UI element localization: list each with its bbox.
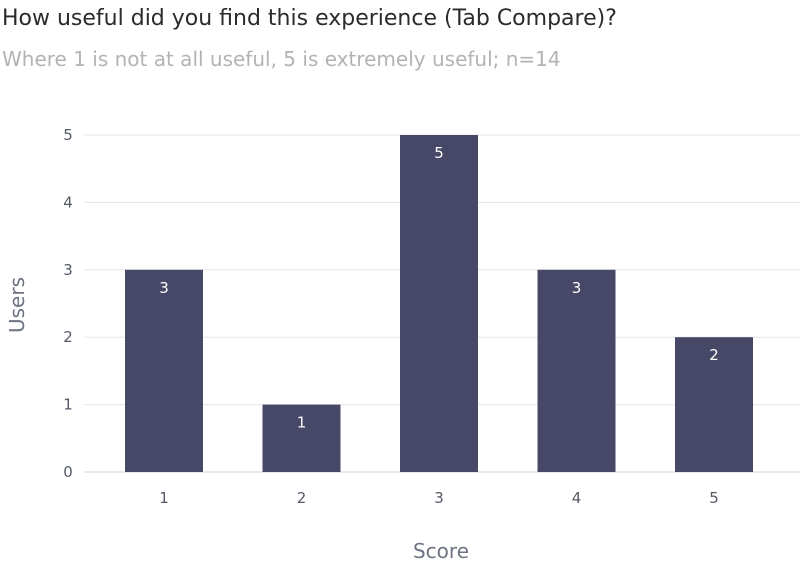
y-axis-title: Users: [5, 277, 29, 333]
bar-score-4: [537, 269, 616, 472]
y-tick-label: 4: [63, 193, 73, 211]
bar-score-5: [675, 337, 753, 472]
bar-value-label: 2: [709, 346, 719, 364]
bar-value-label: 3: [159, 279, 169, 297]
bar-value-label: 5: [434, 144, 444, 162]
bar-value-labels: 3 1 5 3 2: [159, 144, 719, 432]
y-tick-label: 3: [63, 261, 73, 279]
bar-score-2: [262, 404, 341, 472]
y-tick-label: 2: [63, 328, 73, 346]
bars: [125, 135, 753, 472]
bar-score-3: [400, 135, 478, 472]
x-tick-labels: 1 2 3 4 5: [159, 489, 719, 507]
y-tick-label: 0: [63, 463, 73, 481]
chart-subtitle: Where 1 is not at all useful, 5 is extre…: [2, 47, 561, 71]
bar-value-label: 3: [572, 279, 582, 297]
bar-value-label: 1: [297, 414, 307, 432]
y-tick-label: 1: [63, 396, 73, 414]
y-tick-label: 5: [63, 126, 73, 144]
x-tick-label: 4: [572, 489, 582, 507]
bar-score-1: [125, 269, 203, 472]
y-tick-labels: 0 1 2 3 4 5: [63, 126, 73, 481]
x-tick-label: 5: [709, 489, 719, 507]
chart-title: How useful did you find this experience …: [2, 6, 617, 31]
x-axis-title: Score: [413, 539, 469, 563]
x-tick-label: 2: [297, 489, 307, 507]
x-tick-label: 1: [159, 489, 169, 507]
x-tick-label: 3: [434, 489, 444, 507]
